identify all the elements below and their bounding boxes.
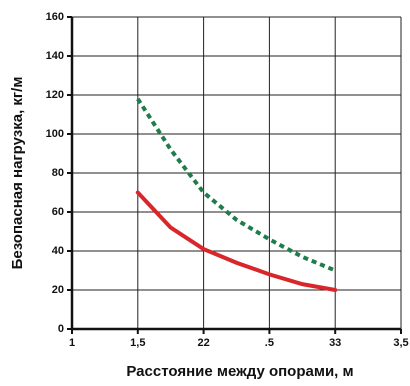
series-line bbox=[136, 97, 336, 273]
y-tick-label: 20 bbox=[52, 284, 64, 296]
x-tick-label: 33 bbox=[329, 337, 341, 349]
y-tick-label: 100 bbox=[46, 128, 64, 140]
y-tick-label: 140 bbox=[46, 50, 64, 62]
y-tick-label: 120 bbox=[46, 89, 64, 101]
x-tick-label: 3,5 bbox=[393, 337, 408, 349]
y-tick-label: 60 bbox=[52, 206, 64, 218]
y-tick-label: 160 bbox=[46, 11, 64, 23]
x-tick-label: .5 bbox=[265, 337, 274, 349]
y-tick-label: 0 bbox=[58, 323, 64, 335]
x-tick-label: 22 bbox=[197, 337, 209, 349]
y-tick-label: 80 bbox=[52, 167, 64, 179]
x-axis-label: Расстояние между опорами, м bbox=[126, 363, 353, 380]
y-tick-label: 40 bbox=[52, 245, 64, 257]
x-tick-label: 1 bbox=[69, 337, 75, 349]
y-axis-label: Безопасная нагрузка, кг/м bbox=[9, 77, 26, 270]
series-line bbox=[135, 190, 338, 292]
x-tick-label: 1,5 bbox=[130, 337, 145, 349]
